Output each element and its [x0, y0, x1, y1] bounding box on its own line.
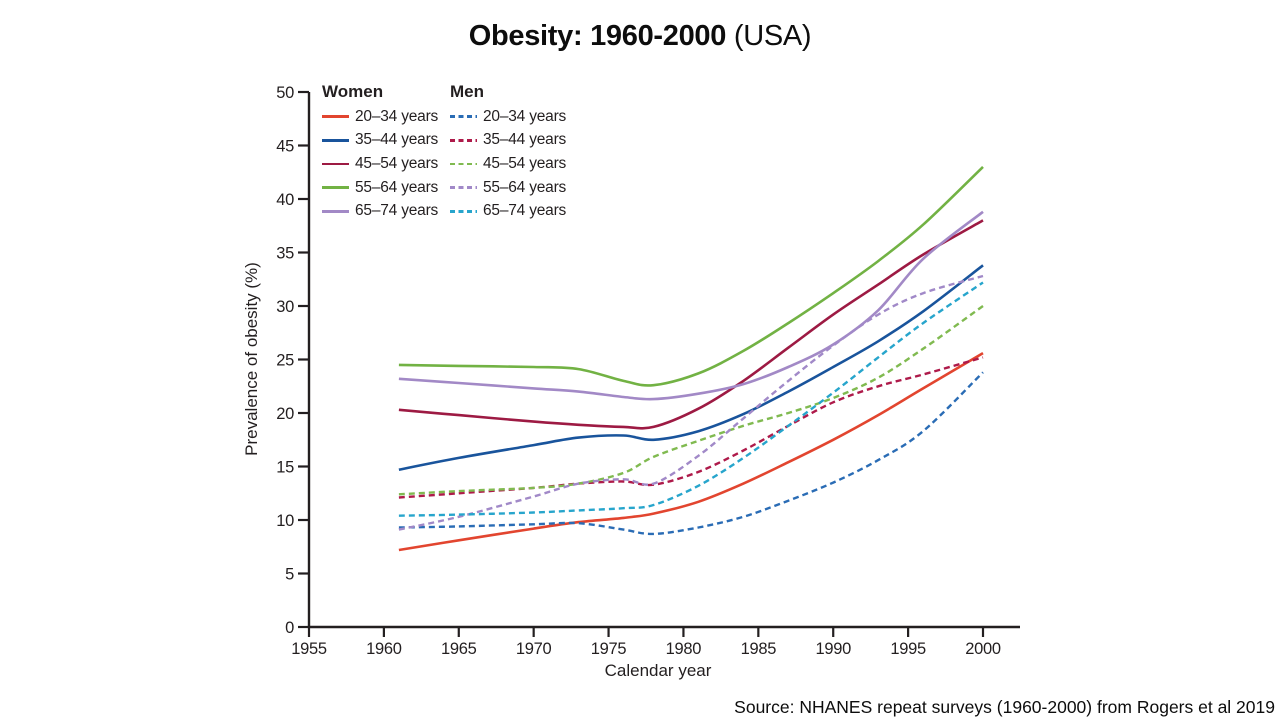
legend-swatch-dashed	[450, 115, 477, 119]
title-region: (USA)	[726, 20, 812, 52]
legend-swatch-dashed	[450, 162, 477, 166]
legend-swatch-dashed	[450, 186, 477, 189]
legend-label: 65–74 years	[483, 202, 567, 220]
series-line-men-45-54	[398, 305, 984, 496]
y-tick-label: 25	[276, 352, 294, 370]
series-line-women-55-64	[398, 165, 984, 387]
x-tick-label: 1990	[815, 640, 851, 658]
legend-swatch-dashed	[450, 209, 477, 213]
y-tick-label: 20	[276, 405, 294, 423]
legend-men-items: 20–34 years 35–44 years 45–54 years 55–64 y…	[450, 105, 566, 223]
legend-label: 45–54 years	[355, 154, 439, 172]
legend-label: 35–44 years	[355, 131, 439, 149]
x-tick-label: 1965	[441, 640, 477, 658]
legend-label: 20–34 years	[483, 107, 567, 125]
x-tick-label: 2000	[965, 640, 1001, 658]
legend-swatch-dashed	[450, 139, 477, 142]
legend-item-men-20-34: 20–34 years	[450, 105, 566, 129]
x-tick-label: 1995	[890, 640, 926, 658]
legend-swatch-solid	[322, 186, 349, 189]
legend-women-column: Women 20–34 years 35–44 years 45–54 years 5…	[322, 81, 438, 223]
legend-label: 65–74 years	[355, 202, 439, 220]
legend-women-items: 20–34 years 35–44 years 45–54 years 55–64 y…	[322, 105, 438, 223]
legend-item-men-35-44: 35–44 years	[450, 129, 566, 153]
y-axis-label: Prevalence of obesity (%)	[242, 262, 261, 456]
series-line-women-65-74	[398, 210, 984, 401]
legend-item-women-35-44: 35–44 years	[322, 129, 438, 153]
y-tick-label: 35	[276, 245, 294, 263]
legend-women-header: Women	[322, 82, 384, 101]
series-line-women-35-44	[398, 264, 984, 471]
legend-men-header: Men	[450, 82, 484, 101]
y-tick-label: 45	[276, 138, 294, 156]
title-main: Obesity: 1960-2000	[468, 20, 727, 52]
legend-item-women-65-74: 65–74 years	[322, 199, 438, 223]
legend-swatch-solid	[322, 209, 349, 213]
x-tick-label: 1980	[666, 640, 702, 658]
x-tick-label: 1955	[291, 640, 327, 658]
legend-item-men-45-54: 45–54 years	[450, 152, 566, 176]
x-tick-label: 1975	[591, 640, 627, 658]
y-tick-label: 10	[276, 512, 294, 530]
legend-label: 35–44 years	[483, 131, 567, 149]
series-line-men-55-64	[398, 274, 984, 531]
series-line-men-65-74	[398, 281, 984, 517]
y-tick-label: 5	[285, 566, 294, 584]
legend-label: 55–64 years	[355, 178, 439, 196]
series-line-women-20-34	[398, 351, 984, 552]
legend-label: 55–64 years	[483, 178, 567, 196]
legend-label: 20–34 years	[355, 107, 439, 125]
legend-item-women-45-54: 45–54 years	[322, 152, 438, 176]
series-line-men-20-34	[398, 371, 984, 536]
y-tick-label: 30	[276, 298, 294, 316]
y-tick-label: 50	[276, 84, 294, 102]
legend-item-men-55-64: 55–64 years	[450, 176, 566, 200]
legend-swatch-solid	[322, 115, 349, 119]
legend-men-column: Men 20–34 years 35–44 years 45–54 years 55–…	[450, 81, 566, 223]
legend-item-women-20-34: 20–34 years	[322, 105, 438, 129]
legend-label: 45–54 years	[483, 154, 567, 172]
legend-swatch-solid	[322, 139, 349, 142]
x-tick-label: 1970	[516, 640, 552, 658]
page-title: Obesity: 1960-2000 (USA)	[0, 19, 1280, 53]
series-line-men-35-44	[398, 356, 984, 499]
y-tick-label: 40	[276, 191, 294, 209]
source-note: Source: NHANES repeat surveys (1960-2000…	[734, 697, 1275, 717]
legend-swatch-solid	[322, 162, 349, 166]
x-tick-label: 1985	[741, 640, 777, 658]
legend-item-women-55-64: 55–64 years	[322, 176, 438, 200]
x-axis-label: Calendar year	[604, 661, 712, 680]
legend-item-men-65-74: 65–74 years	[450, 199, 566, 223]
x-tick-label: 1960	[366, 640, 402, 658]
y-tick-label: 15	[276, 459, 294, 477]
y-tick-label: 0	[285, 619, 294, 637]
series-line-women-45-54	[398, 219, 984, 430]
